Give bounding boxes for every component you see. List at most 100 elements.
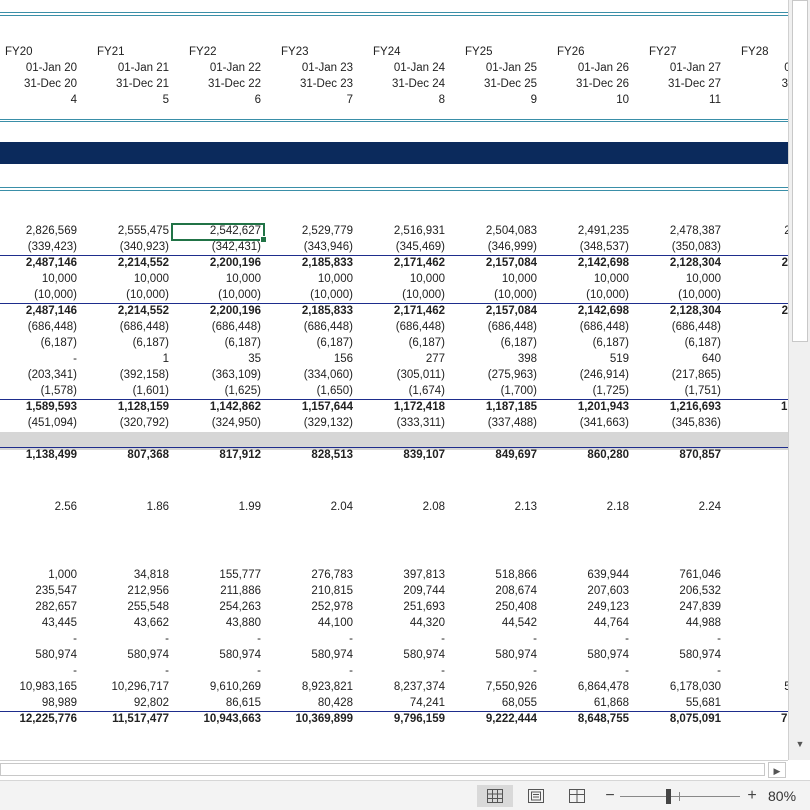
table-cell[interactable]: (363,109) [211, 369, 261, 381]
table-cell[interactable]: 397,813 [403, 569, 445, 581]
table-cell[interactable]: (10,000) [402, 289, 445, 301]
table-cell[interactable]: 246 [721, 599, 788, 615]
table-cell[interactable]: 580,974 [495, 649, 537, 661]
table-cell[interactable]: 10,000 [41, 273, 77, 285]
table-cell[interactable]: 639,944 [587, 569, 629, 581]
vertical-scroll-thumb[interactable] [792, 0, 808, 342]
scroll-down-arrow-icon[interactable]: ▼ [795, 739, 805, 749]
table-cell[interactable]: 2,504,083 [485, 225, 537, 237]
table-cell[interactable]: (217,865) [671, 369, 721, 381]
table-cell[interactable]: - [73, 633, 77, 645]
table-cell[interactable]: 881, [721, 447, 788, 463]
zoom-slider-thumb[interactable] [666, 789, 671, 804]
table-cell[interactable]: (10,000) [678, 289, 721, 301]
table-cell[interactable]: (686,448) [211, 321, 261, 333]
table-cell[interactable]: 9,796,159 [393, 713, 445, 725]
table-cell[interactable]: - [441, 665, 445, 677]
table-cell[interactable]: (329,132) [303, 417, 353, 429]
table-cell[interactable]: 807,368 [127, 449, 169, 461]
table-cell[interactable]: 2,157,084 [485, 257, 537, 269]
table-cell[interactable]: 2,529,779 [301, 225, 353, 237]
table-cell[interactable]: 580,974 [679, 649, 721, 661]
table-cell[interactable]: (1,578) [40, 385, 77, 397]
table-cell[interactable]: 518,866 [495, 569, 537, 581]
table-cell[interactable]: 580,974 [311, 649, 353, 661]
table-cell[interactable]: (686,448) [487, 321, 537, 333]
table-cell[interactable]: (686,448) [119, 321, 169, 333]
table-cell[interactable]: 10,000 [409, 273, 445, 285]
table-cell[interactable]: (345,836) [671, 417, 721, 429]
table-cell[interactable]: 10,000 [317, 273, 353, 285]
period-header-column[interactable]: FY20 01-Jan 20 31-Dec 20 4 [0, 44, 77, 108]
table-cell[interactable]: 44,320 [409, 617, 445, 629]
table-cell[interactable]: 10,983,165 [19, 681, 77, 693]
table-cell[interactable]: 7,501, [781, 713, 788, 725]
table-cell[interactable]: (686,448) [579, 321, 629, 333]
table-cell[interactable]: 580,974 [219, 649, 261, 661]
period-header-column[interactable]: FY26 01-Jan 26 31-Dec 26 10 [537, 44, 629, 108]
zoom-in-button[interactable]: + [747, 787, 757, 804]
table-cell[interactable]: 44,100 [317, 617, 353, 629]
table-cell[interactable]: 8,648,755 [577, 713, 629, 725]
table-cell[interactable]: (686 [721, 319, 788, 335]
table-cell[interactable]: 208,674 [495, 585, 537, 597]
table-cell[interactable]: 254,263 [219, 601, 261, 613]
table-cell[interactable]: 8,237,374 [393, 681, 445, 693]
table-cell[interactable]: 580,974 [403, 649, 445, 661]
table-cell[interactable]: (686,448) [303, 321, 353, 333]
table-cell[interactable]: 210,815 [311, 585, 353, 597]
table-cell[interactable]: - [165, 665, 169, 677]
table-cell[interactable]: 839,107 [403, 449, 445, 461]
horizontal-scrollbar[interactable]: ▶ [0, 760, 788, 778]
table-cell[interactable]: (1,650) [316, 385, 353, 397]
table-cell[interactable]: 2,113, [781, 305, 788, 317]
table-cell[interactable]: 2,171,462 [393, 305, 445, 317]
table-cell[interactable]: 849,697 [495, 449, 537, 461]
table-cell[interactable]: 68,055 [501, 697, 537, 709]
table-cell[interactable]: 2,157,084 [485, 305, 537, 317]
table-cell[interactable]: (246,914) [579, 369, 629, 381]
table-cell[interactable]: - [349, 665, 353, 677]
table-cell[interactable]: (320,792) [119, 417, 169, 429]
table-cell[interactable]: 580,974 [35, 649, 77, 661]
table-cell[interactable]: 44,542 [501, 617, 537, 629]
table-cell[interactable]: 580 [721, 647, 788, 663]
table-cell[interactable]: 398 [517, 353, 537, 365]
table-cell[interactable]: 580,974 [587, 649, 629, 661]
table-cell[interactable]: (1,601) [132, 385, 169, 397]
table-cell[interactable]: 235,547 [35, 585, 77, 597]
table-cell[interactable]: 212,956 [127, 585, 169, 597]
table-cell[interactable]: - [349, 633, 353, 645]
table-cell[interactable]: (346,999) [487, 241, 537, 253]
table-cell[interactable]: 2.08 [422, 501, 445, 513]
spreadsheet-grid[interactable]: FY20 01-Jan 20 31-Dec 20 4 FY21 01-Jan 21 31-D… [0, 0, 788, 760]
table-cell[interactable]: 1,589,593 [25, 401, 77, 413]
table-cell[interactable]: 211,886 [220, 585, 261, 597]
table-cell[interactable]: 2,200,196 [209, 305, 261, 317]
table-cell[interactable]: (10,000) [34, 289, 77, 301]
table-cell[interactable]: (343,946) [303, 241, 353, 253]
table-cell[interactable]: 2.56 [54, 501, 77, 513]
period-header-column[interactable]: FY23 01-Jan 23 31-Dec 23 7 [261, 44, 353, 108]
table-cell[interactable]: 276,783 [311, 569, 353, 581]
table-cell[interactable]: (6,187) [408, 337, 445, 349]
table-cell[interactable]: 1,231, [781, 401, 788, 413]
table-cell[interactable]: - [73, 353, 77, 365]
table-cell[interactable]: (345,469) [395, 241, 445, 253]
table-cell[interactable]: 250,408 [495, 601, 537, 613]
table-cell[interactable]: 519 [609, 353, 629, 365]
table-cell[interactable]: 817,912 [219, 449, 261, 461]
table-cell[interactable]: 10,296,717 [111, 681, 169, 693]
table-cell[interactable]: 2,478,387 [669, 225, 721, 237]
table-cell[interactable]: (340,923) [119, 241, 169, 253]
table-cell[interactable]: 12,225,776 [19, 713, 77, 725]
table-cell[interactable]: 6,178,030 [669, 681, 721, 693]
table-cell[interactable]: 2,487,146 [25, 257, 77, 269]
table-cell[interactable]: 43,880 [225, 617, 261, 629]
table-cell[interactable]: (1,700) [500, 385, 537, 397]
table-cell[interactable]: (1,625) [224, 385, 261, 397]
table-cell[interactable]: 2,487,146 [25, 305, 77, 317]
table-cell[interactable]: 1 [162, 353, 169, 365]
scroll-right-arrow-icon[interactable]: ▶ [768, 762, 786, 778]
table-cell[interactable]: - [257, 665, 261, 677]
